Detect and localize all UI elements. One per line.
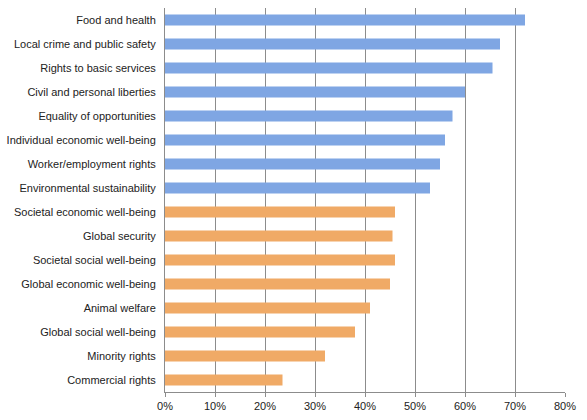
svg-text:Societal economic well-being: Societal economic well-being <box>14 206 156 218</box>
svg-text:80%: 80% <box>554 400 576 412</box>
svg-text:Global economic well-being: Global economic well-being <box>21 278 156 290</box>
svg-text:30%: 30% <box>304 400 326 412</box>
svg-text:Minority rights: Minority rights <box>87 350 156 362</box>
svg-text:Worker/employment rights: Worker/employment rights <box>28 158 157 170</box>
svg-text:Individual economic well-being: Individual economic well-being <box>7 134 156 146</box>
svg-text:Societal social well-being: Societal social well-being <box>33 254 156 266</box>
svg-text:40%: 40% <box>354 400 376 412</box>
svg-text:Civil and personal liberties: Civil and personal liberties <box>27 86 156 98</box>
svg-text:60%: 60% <box>454 400 476 412</box>
svg-text:50%: 50% <box>404 400 426 412</box>
svg-text:Global social well-being: Global social well-being <box>40 326 156 338</box>
svg-text:Local crime and public safety: Local crime and public safety <box>14 38 156 50</box>
svg-text:Rights to basic services: Rights to basic services <box>40 62 156 74</box>
svg-text:Equality of opportunities: Equality of opportunities <box>38 110 156 122</box>
svg-text:0%: 0% <box>157 400 173 412</box>
svg-text:Animal welfare: Animal welfare <box>84 302 156 314</box>
svg-text:Global security: Global security <box>83 230 156 242</box>
svg-text:10%: 10% <box>204 400 226 412</box>
svg-text:70%: 70% <box>504 400 526 412</box>
svg-text:20%: 20% <box>254 400 276 412</box>
svg-text:Commercial rights: Commercial rights <box>67 374 156 386</box>
svg-text:Environmental sustainability: Environmental sustainability <box>19 182 156 194</box>
svg-text:Food and health: Food and health <box>76 14 156 26</box>
